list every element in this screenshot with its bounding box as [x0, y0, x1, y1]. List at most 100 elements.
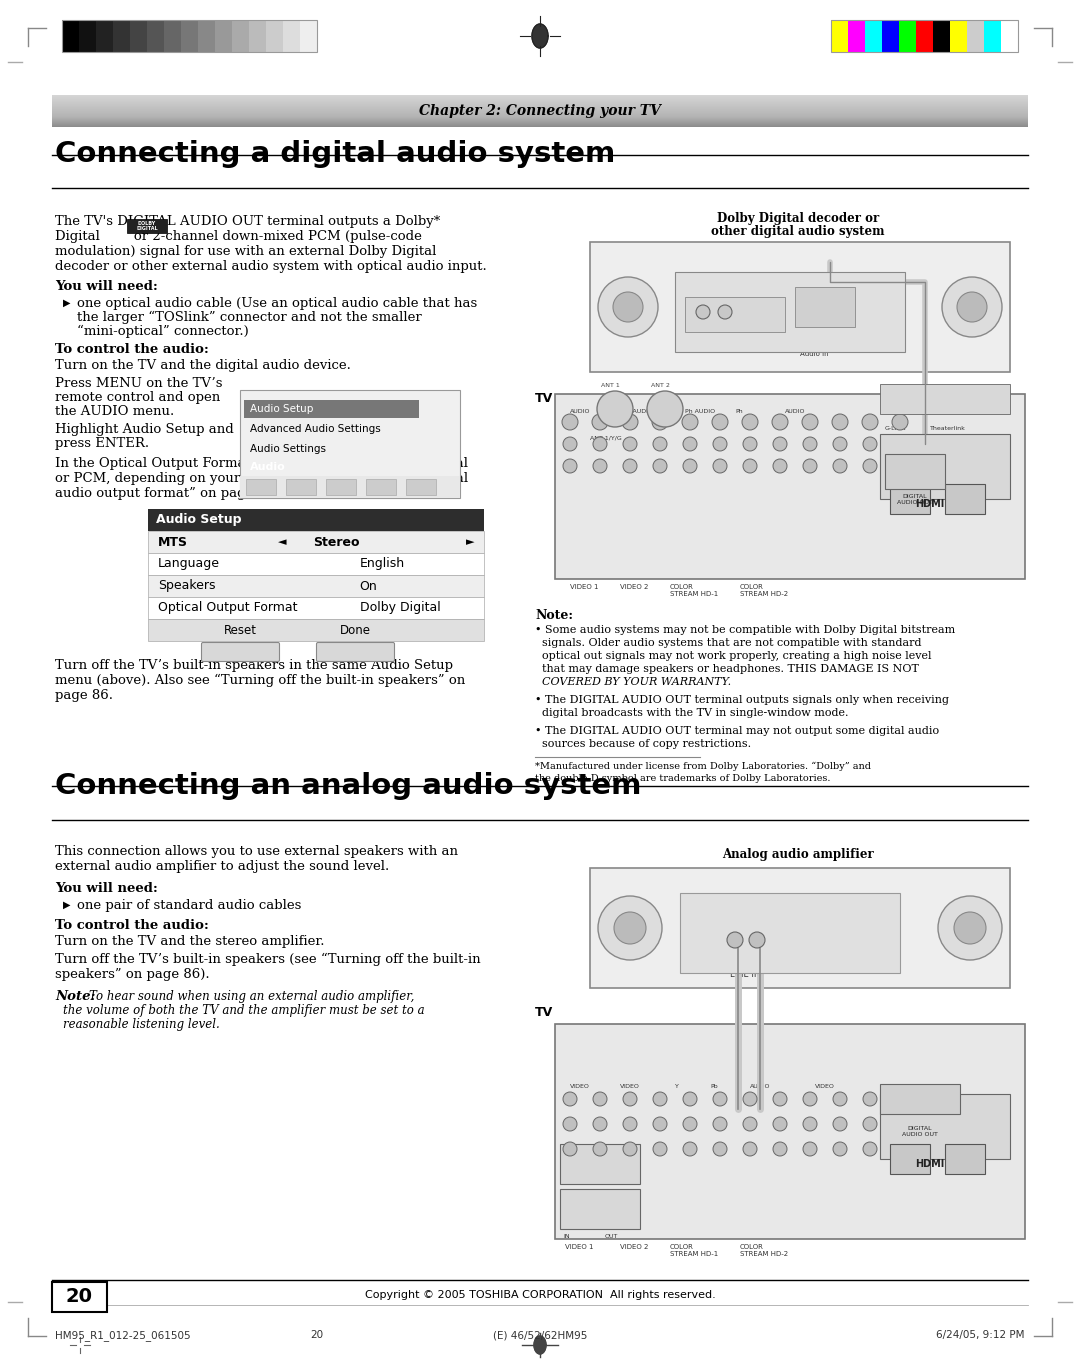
Circle shape	[683, 1117, 697, 1131]
Text: VIDEO: VIDEO	[815, 1084, 835, 1088]
Text: Audio: Audio	[249, 462, 286, 472]
Circle shape	[563, 1117, 577, 1131]
Circle shape	[893, 1117, 907, 1131]
Text: external audio amplifier to adjust the sound level.: external audio amplifier to adjust the s…	[55, 859, 389, 873]
Text: (E) 46/52/62HM95: (E) 46/52/62HM95	[492, 1330, 588, 1339]
Circle shape	[563, 460, 577, 473]
Circle shape	[863, 1142, 877, 1157]
Bar	[561, 1144, 640, 1184]
Bar	[148, 576, 484, 597]
Text: COVERED BY YOUR WARRANTY.: COVERED BY YOUR WARRANTY.	[535, 677, 731, 687]
Text: COLOR
STREAM HD-1: COLOR STREAM HD-1	[670, 1244, 718, 1258]
Text: Copyright © 2005 TOSHIBA CORPORATION  All rights reserved.: Copyright © 2005 TOSHIBA CORPORATION All…	[365, 1290, 715, 1300]
Text: TV: TV	[535, 391, 553, 405]
Text: Optical Output Format: Optical Output Format	[158, 602, 297, 615]
Text: Audio Setup: Audio Setup	[156, 513, 242, 527]
Bar	[148, 509, 484, 531]
Text: You will need:: You will need:	[55, 280, 158, 293]
Bar	[1001, 20, 1018, 52]
Circle shape	[615, 913, 646, 944]
Bar	[240, 390, 460, 498]
Bar	[590, 868, 1010, 988]
Circle shape	[718, 306, 732, 319]
Text: Turn off the TV’s built-in speakers in the same Audio Setup: Turn off the TV’s built-in speakers in t…	[55, 659, 453, 672]
Text: VIDEO 1: VIDEO 1	[570, 584, 598, 591]
Text: Chapter 2: Connecting your TV: Chapter 2: Connecting your TV	[419, 104, 661, 119]
Text: 2: 2	[950, 1147, 955, 1153]
Circle shape	[743, 436, 757, 451]
Bar	[880, 434, 1010, 499]
Circle shape	[593, 436, 607, 451]
Circle shape	[653, 460, 667, 473]
Bar	[148, 619, 484, 641]
Circle shape	[939, 896, 1002, 960]
Text: signals. Older audio systems that are not compatible with standard: signals. Older audio systems that are no…	[535, 638, 921, 648]
Text: sources because of copy restrictions.: sources because of copy restrictions.	[535, 739, 751, 749]
Circle shape	[863, 1117, 877, 1131]
Circle shape	[893, 436, 907, 451]
Circle shape	[713, 1117, 727, 1131]
Text: decoder or other external audio system with optical audio input.: decoder or other external audio system w…	[55, 261, 487, 273]
Polygon shape	[534, 1335, 546, 1354]
Text: HM95_R1_012-25_061505: HM95_R1_012-25_061505	[55, 1330, 191, 1341]
Text: VIDEO 1: VIDEO 1	[565, 1244, 594, 1249]
Circle shape	[833, 1117, 847, 1131]
Bar	[246, 479, 276, 495]
Circle shape	[713, 1093, 727, 1106]
Circle shape	[647, 391, 683, 427]
Circle shape	[653, 436, 667, 451]
Circle shape	[833, 1093, 847, 1106]
Bar	[675, 271, 905, 352]
Circle shape	[622, 415, 638, 430]
Bar	[232, 20, 249, 52]
Circle shape	[623, 436, 637, 451]
Circle shape	[802, 415, 818, 430]
Bar	[945, 1144, 985, 1174]
Text: VIDEO 2: VIDEO 2	[620, 584, 648, 591]
Text: Turn on the TV and the stereo amplifier.: Turn on the TV and the stereo amplifier.	[55, 934, 324, 948]
Bar	[685, 297, 785, 331]
Text: Note:: Note:	[55, 990, 95, 1003]
Text: LINE IN: LINE IN	[730, 970, 760, 979]
Text: remote control and open: remote control and open	[55, 391, 220, 404]
Bar	[113, 20, 130, 52]
Text: VIDEO: VIDEO	[570, 1084, 590, 1088]
Circle shape	[683, 436, 697, 451]
Circle shape	[683, 1142, 697, 1157]
Text: speakers” on page 86).: speakers” on page 86).	[55, 968, 210, 981]
Bar	[283, 20, 300, 52]
Text: 20: 20	[310, 1330, 323, 1339]
Circle shape	[743, 1142, 757, 1157]
Bar	[244, 420, 419, 438]
Text: HDMI: HDMI	[916, 1159, 945, 1169]
Circle shape	[957, 292, 987, 322]
Circle shape	[598, 896, 662, 960]
Circle shape	[563, 1093, 577, 1106]
Circle shape	[833, 436, 847, 451]
Bar	[62, 20, 79, 52]
Text: one pair of standard audio cables: one pair of standard audio cables	[77, 899, 301, 913]
Circle shape	[623, 1142, 637, 1157]
Text: To hear sound when using an external audio amplifier,: To hear sound when using an external aud…	[89, 990, 415, 1003]
Text: ▶: ▶	[63, 297, 70, 308]
Bar	[249, 20, 266, 52]
Bar	[916, 20, 933, 52]
Circle shape	[893, 460, 907, 473]
Bar	[555, 1024, 1025, 1239]
Text: Digital        or 2-channel down-mixed PCM (pulse-code: Digital or 2-channel down-mixed PCM (pul…	[55, 231, 422, 243]
Text: Connecting an analog audio system: Connecting an analog audio system	[55, 772, 642, 801]
Text: optical out signals may not work properly, creating a high noise level: optical out signals may not work properl…	[535, 651, 931, 662]
Circle shape	[623, 1117, 637, 1131]
Text: Analog audio amplifier: Analog audio amplifier	[723, 848, 874, 861]
Bar	[62, 20, 318, 52]
Bar	[300, 20, 318, 52]
Text: 6/24/05, 9:12 PM: 6/24/05, 9:12 PM	[936, 1330, 1025, 1339]
Text: COLOR
STREAM HD-1: COLOR STREAM HD-1	[670, 584, 718, 597]
Text: ANT 1: ANT 1	[600, 383, 619, 387]
Bar	[880, 385, 1010, 415]
Circle shape	[743, 1117, 757, 1131]
Text: Ph: Ph	[735, 409, 743, 415]
Circle shape	[727, 932, 743, 948]
Circle shape	[653, 1117, 667, 1131]
Text: The TV's DIGITAL AUDIO OUT terminal outputs a Dolby*: The TV's DIGITAL AUDIO OUT terminal outp…	[55, 216, 441, 228]
